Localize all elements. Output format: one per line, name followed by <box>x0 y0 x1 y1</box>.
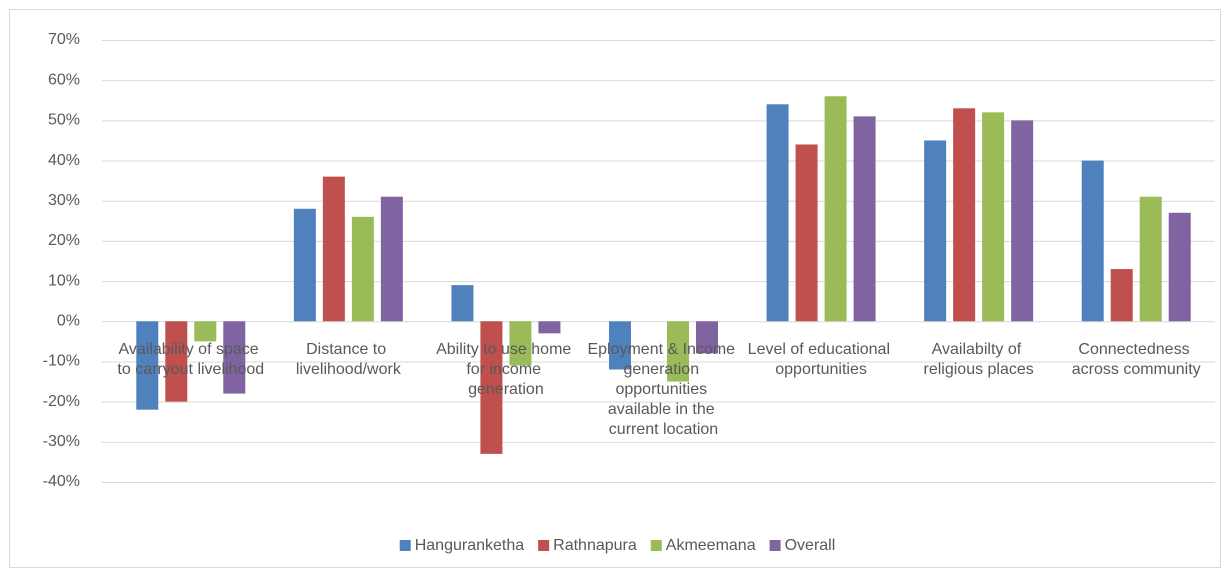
x-tick-label: Availability of space to carryout liveli… <box>117 341 264 378</box>
bar <box>609 321 631 370</box>
bar <box>667 321 689 382</box>
y-tick-label: -10% <box>43 353 80 370</box>
y-tick-label: 30% <box>48 192 80 209</box>
legend-swatch <box>769 540 781 551</box>
y-tick-label: 20% <box>48 232 80 249</box>
bar <box>924 140 947 322</box>
bar <box>136 321 159 410</box>
legend-swatch <box>538 540 550 551</box>
x-tick-label: Level of educational opportunities <box>748 341 895 378</box>
bar <box>293 208 316 322</box>
x-tick-label: Eployment & Income generation opportunit… <box>587 341 739 438</box>
y-tick-label: 40% <box>48 152 80 169</box>
bar <box>982 112 1005 322</box>
legend-swatch <box>399 540 411 551</box>
y-tick-label: 50% <box>48 112 80 129</box>
y-tick-label: 60% <box>48 71 80 88</box>
x-tick-label: Availabilty of religious places <box>924 341 1034 378</box>
y-tick-label: -20% <box>43 393 80 410</box>
bar <box>1110 269 1133 322</box>
bar <box>853 116 876 322</box>
bar <box>953 108 976 322</box>
bar <box>795 144 818 322</box>
y-tick-label: 10% <box>48 272 80 289</box>
bar <box>1011 120 1034 322</box>
legend-label: Hanguranketha <box>415 537 525 554</box>
y-tick-label: -30% <box>43 433 80 450</box>
bar <box>223 321 246 394</box>
bar <box>1139 196 1162 322</box>
y-tick-label: 0% <box>57 312 80 329</box>
bar <box>1168 212 1191 322</box>
y-tick-label: -40% <box>43 473 80 490</box>
bar <box>380 196 403 322</box>
x-tick-label: Ability to use home for income generatio… <box>436 341 576 398</box>
bar <box>509 321 532 366</box>
x-tick-label: Connectedness across community <box>1072 341 1201 378</box>
bar <box>1081 160 1104 322</box>
bar <box>480 321 503 454</box>
bar <box>165 321 188 402</box>
legend-label: Rathnapura <box>553 537 637 554</box>
bar <box>538 321 561 334</box>
legend-label: Akmeemana <box>666 537 756 554</box>
bar <box>194 321 217 342</box>
bar <box>696 321 718 354</box>
chart-border <box>9 9 1221 568</box>
bar <box>766 104 789 322</box>
bar <box>322 176 345 322</box>
bar <box>451 285 474 322</box>
bar <box>351 216 374 322</box>
x-tick-label: Distance to livelihood/work <box>296 341 402 378</box>
legend-label: Overall <box>785 537 836 554</box>
legend-swatch <box>650 540 662 551</box>
bar <box>824 96 847 322</box>
y-tick-label: 70% <box>48 31 80 48</box>
